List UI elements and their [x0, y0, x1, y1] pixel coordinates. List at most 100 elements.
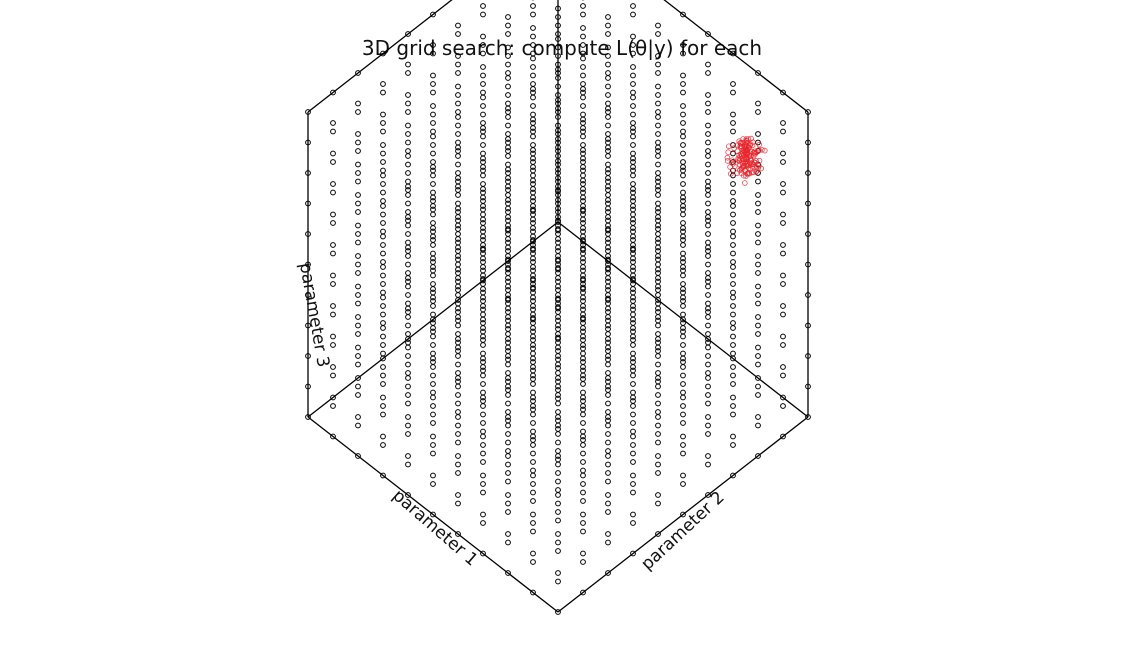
grid-point: [380, 433, 386, 440]
grid-point: [505, 31, 511, 37]
grid-point: [480, 198, 486, 204]
grid-point: [305, 261, 311, 268]
grid-point: [655, 148, 661, 154]
grid-point: [480, 142, 486, 148]
grid-point: [355, 283, 361, 290]
grid-point: [530, 450, 536, 457]
grid-point: [780, 272, 786, 279]
grid-point: [455, 109, 461, 115]
grid-point: [380, 50, 386, 57]
grid-point: [630, 142, 636, 148]
grid-point: [580, 172, 586, 179]
grid-point: [580, 511, 586, 518]
grid-point: [705, 400, 711, 407]
grid-point: [605, 131, 611, 137]
grid-point: [380, 342, 386, 348]
grid-point: [330, 250, 336, 257]
grid-point: [630, 172, 636, 179]
grid-point: [730, 372, 736, 379]
grid-point: [630, 411, 636, 418]
grid-point: [355, 270, 361, 276]
grid-point: [605, 453, 611, 459]
grid-point: [655, 378, 661, 385]
grid-point: [480, 403, 486, 409]
highlight-point: [761, 147, 768, 154]
grid-point: [680, 359, 686, 365]
grid-point: [555, 170, 561, 176]
grid-point: [530, 33, 536, 40]
grid-point: [505, 192, 511, 198]
grid-point: [555, 317, 561, 324]
grid-point: [730, 364, 736, 370]
grid-points: [305, 0, 811, 615]
grid-point: [630, 111, 636, 118]
grid-point: [430, 159, 436, 165]
grid-point: [330, 281, 336, 287]
grid-point: [405, 239, 411, 246]
grid-point: [730, 289, 736, 296]
grid-point: [655, 92, 661, 98]
grid-point: [305, 383, 311, 390]
grid-point: [755, 231, 761, 237]
grid-point: [730, 281, 736, 287]
grid-point: [430, 198, 436, 204]
grid-point: [630, 337, 636, 343]
grid-point: [455, 139, 461, 146]
grid-point: [505, 400, 511, 407]
grid-point: [555, 548, 561, 554]
grid-point: [530, 472, 536, 479]
grid-point: [355, 170, 361, 176]
grid-point: [630, 33, 636, 40]
grid-point: [480, 337, 486, 343]
grid-point: [380, 128, 386, 135]
grid-point: [630, 311, 636, 318]
grid-point: [505, 417, 511, 424]
grid-point: [355, 200, 361, 207]
grid-point: [705, 292, 711, 298]
grid-point: [455, 353, 461, 359]
grid-point: [605, 300, 611, 307]
grid-point: [530, 350, 536, 357]
grid-point: [505, 170, 511, 176]
grid-point: [480, 550, 486, 557]
grid-point: [505, 295, 511, 302]
grid-point: [605, 139, 611, 146]
grid-point: [605, 200, 611, 207]
grid-point: [455, 300, 461, 307]
grid-point: [405, 339, 411, 346]
grid-point: [580, 89, 586, 96]
grid-point: [580, 220, 586, 226]
grid-point: [530, 306, 536, 313]
grid-point: [455, 70, 461, 76]
grid-point: [505, 178, 511, 185]
grid-point: [530, 345, 536, 352]
grid-point: [605, 75, 611, 81]
grid-point: [580, 103, 586, 109]
grid-point: [480, 372, 486, 379]
grid-point: [680, 420, 686, 426]
grid-point: [380, 111, 386, 118]
grid-point: [680, 272, 686, 279]
grid-point: [705, 314, 711, 320]
grid-point: [380, 403, 386, 409]
grid-point: [705, 383, 711, 390]
grid-point: [580, 306, 586, 313]
grid-point: [455, 339, 461, 346]
grid-point: [480, 411, 486, 418]
grid-point: [580, 398, 586, 404]
grid-point: [480, 181, 486, 187]
grid-point: [430, 281, 436, 287]
grid-point: [705, 253, 711, 259]
grid-point: [580, 350, 586, 357]
grid-point: [380, 364, 386, 370]
grid-point: [755, 100, 761, 107]
grid-point: [730, 181, 736, 187]
grid-point: [555, 478, 561, 485]
grid-point: [680, 350, 686, 357]
grid-point: [330, 342, 336, 348]
grid-point: [755, 422, 761, 429]
grid-point: [380, 411, 386, 418]
highlight-point: [743, 162, 749, 169]
grid-point: [630, 267, 636, 274]
grid-point: [505, 348, 511, 354]
